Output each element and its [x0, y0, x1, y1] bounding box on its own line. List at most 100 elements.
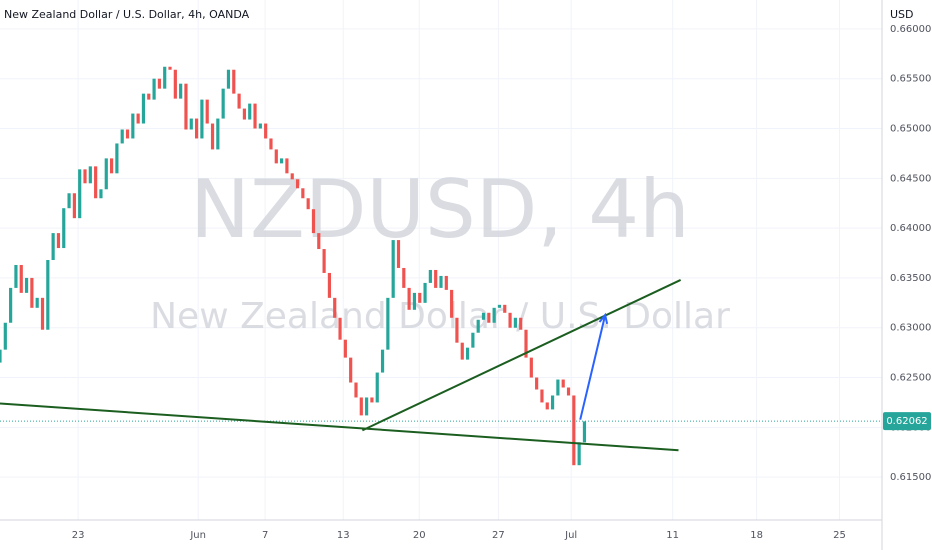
- candle-body: [226, 69, 231, 89]
- candle-body: [109, 158, 114, 174]
- candle-body: [136, 113, 140, 124]
- candle-body: [62, 208, 66, 249]
- candle-body: [306, 198, 310, 210]
- arrow-head: [598, 312, 609, 324]
- candle-body: [120, 129, 124, 144]
- candle-body: [173, 69, 177, 99]
- candle-body: [30, 277, 34, 308]
- candle-body: [529, 357, 533, 378]
- candle-body: [157, 78, 161, 89]
- candle-body: [242, 108, 247, 120]
- candle-body: [290, 173, 294, 180]
- candle-body: [513, 317, 517, 328]
- candle-body: [189, 118, 193, 130]
- candle-body: [163, 66, 167, 89]
- candle-body: [131, 113, 135, 139]
- candle-body: [487, 312, 491, 323]
- y-tick-label: 0.66000: [890, 24, 931, 35]
- candle-body: [194, 118, 199, 139]
- candle-body: [327, 272, 332, 298]
- candle-body: [125, 129, 130, 139]
- candle-body: [99, 189, 103, 199]
- candle-body: [280, 158, 284, 164]
- candle-body: [460, 342, 464, 360]
- candle-body: [386, 297, 390, 350]
- y-tick-label: 0.64000: [890, 223, 931, 234]
- candle-body: [439, 275, 443, 288]
- trend-line: [361, 279, 682, 432]
- candle-body: [78, 169, 82, 219]
- x-tick-label: 20: [413, 530, 426, 541]
- candle-body: [104, 158, 108, 190]
- trend-line: [0, 402, 679, 452]
- candle-body: [274, 149, 278, 164]
- candle-body: [168, 66, 172, 70]
- chart-title: New Zealand Dollar / U.S. Dollar, 4h, OA…: [4, 8, 250, 21]
- candle-body: [205, 99, 209, 124]
- candle-body: [492, 307, 496, 323]
- candle-body: [83, 169, 87, 184]
- candle-body: [540, 389, 544, 403]
- candle-body: [269, 138, 273, 150]
- candle-body: [0, 349, 2, 363]
- candle-body: [524, 329, 528, 358]
- y-tick-label: 0.65000: [890, 124, 931, 135]
- candle-body: [152, 78, 156, 100]
- candle-body: [582, 421, 587, 443]
- y-tick-label: 0.61500: [890, 472, 931, 483]
- candle-body: [46, 260, 50, 330]
- watermark-symbol: NZDUSD, 4h: [190, 163, 690, 256]
- y-tick-label: 0.64500: [890, 173, 931, 184]
- candle-body: [24, 277, 29, 293]
- candle-body: [455, 317, 459, 343]
- candle-body: [301, 188, 305, 199]
- candle-body: [535, 377, 539, 390]
- candle-body: [572, 395, 576, 466]
- candle-body: [221, 88, 225, 119]
- candle-body: [9, 287, 13, 323]
- candle-body: [545, 402, 549, 410]
- candle-body: [519, 317, 523, 330]
- last-price-tag: [883, 412, 931, 431]
- candle-body: [216, 118, 220, 150]
- candle-body: [465, 347, 470, 360]
- candle-body: [210, 123, 215, 150]
- candle-body: [147, 93, 151, 100]
- watermark-name: New Zealand Dollar / U.S. Dollar: [150, 296, 730, 337]
- candle-body: [396, 240, 401, 268]
- candle-body: [412, 292, 417, 310]
- x-tick-label: 11: [666, 530, 679, 541]
- candle-body: [40, 297, 45, 330]
- candle-body: [359, 397, 363, 416]
- candle-body: [566, 387, 571, 396]
- candle-body: [184, 83, 188, 130]
- candle-body: [115, 143, 119, 174]
- candle-body: [237, 93, 241, 109]
- candle-body: [248, 103, 252, 120]
- candle-body: [343, 339, 347, 358]
- candle-body: [391, 240, 395, 298]
- candle-body: [423, 282, 427, 303]
- candle-body: [365, 397, 369, 416]
- candle-body: [349, 357, 353, 383]
- y-tick-label: 0.62500: [890, 373, 931, 384]
- candle-body: [94, 166, 98, 199]
- candle-body: [51, 233, 55, 260]
- candle-body: [402, 267, 406, 288]
- y-tick-label: 0.65500: [890, 74, 931, 85]
- candle-body: [200, 99, 204, 139]
- x-tick-label: 27: [492, 530, 505, 541]
- x-tick-label: 23: [72, 530, 85, 541]
- candle-body: [3, 322, 7, 350]
- candle-body: [503, 304, 507, 313]
- candle-body: [253, 103, 257, 129]
- candle-body: [450, 289, 454, 318]
- axis-unit: USD: [890, 8, 914, 21]
- candle-body: [232, 69, 236, 94]
- candle-body: [35, 297, 39, 308]
- candle-body: [322, 249, 326, 273]
- candle-body: [497, 304, 502, 308]
- candle-body: [380, 349, 385, 373]
